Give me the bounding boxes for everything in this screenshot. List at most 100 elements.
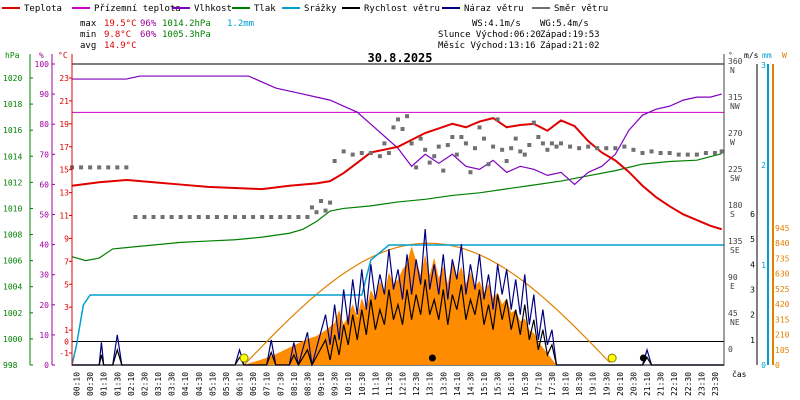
direction-tick-dir: W bbox=[730, 138, 735, 147]
wind-direction-point bbox=[142, 215, 147, 219]
direction-tick-dir: NW bbox=[730, 102, 740, 111]
stat-min-press: 1005.3hPa bbox=[162, 30, 211, 40]
solar-tick-label: 210 bbox=[775, 331, 790, 340]
wind-direction-point bbox=[296, 215, 301, 219]
humidity-tick-label: 0 bbox=[44, 361, 49, 370]
solar-tick-label: 525 bbox=[775, 285, 790, 294]
legend-item-tlak: Tlak bbox=[232, 4, 276, 14]
temperature-tick-label: 7 bbox=[64, 257, 69, 266]
wind-direction-point bbox=[187, 215, 192, 219]
direction-tick-dir: N bbox=[730, 66, 735, 75]
x-tick-label: 13:10 bbox=[426, 372, 435, 396]
x-tick-label: 18:10 bbox=[562, 372, 571, 396]
wind-direction-point bbox=[482, 136, 487, 141]
wind-direction-point bbox=[418, 136, 423, 141]
wind-direction-point bbox=[368, 151, 373, 155]
info-sun-set: Západ:19:53 bbox=[540, 30, 600, 40]
axis-header-humidity: % bbox=[39, 51, 44, 60]
plot-area bbox=[70, 63, 725, 367]
wind-direction-point bbox=[604, 146, 609, 151]
wind-direction-point bbox=[463, 141, 468, 146]
wind-direction-point bbox=[450, 135, 455, 139]
wind-tick-label: 1 bbox=[750, 336, 755, 345]
temperature-tick-label: 11 bbox=[59, 212, 69, 221]
temperature-tick-label: 5 bbox=[64, 280, 69, 289]
direction-tick-dir: SE bbox=[730, 246, 740, 255]
pressure-tick-label: 1010 bbox=[3, 204, 22, 213]
legend-item-teplota: Teplota bbox=[2, 4, 62, 14]
wind-direction-point bbox=[205, 215, 210, 219]
direction-tick-label: 90 bbox=[728, 273, 738, 282]
temperature-tick-label: 17 bbox=[59, 143, 69, 152]
wind-direction-point bbox=[427, 160, 432, 165]
wind-direction-point bbox=[586, 144, 591, 149]
x-tick-label: 01:30 bbox=[113, 372, 122, 396]
x-tick-label: 21:10 bbox=[643, 372, 652, 396]
wind-direction-point bbox=[382, 141, 387, 146]
wind-direction-point bbox=[631, 147, 636, 152]
stat-min-hum: 60% bbox=[140, 30, 157, 40]
wind-speed-line bbox=[72, 279, 724, 367]
wind-direction-point bbox=[97, 165, 102, 170]
wind-direction-point bbox=[386, 151, 391, 155]
x-tick-label: 14:30 bbox=[466, 372, 475, 396]
x-tick-label: 03:10 bbox=[154, 372, 163, 396]
wind-direction-point bbox=[540, 141, 545, 146]
humidity-line bbox=[72, 75, 722, 186]
temperature-tick-label: 15 bbox=[59, 166, 69, 175]
direction-tick-dir: SW bbox=[730, 174, 740, 183]
axis-ticks: 00:10 00:30 01:10 01:30 02:10 02:30 03:10 03:30… bbox=[3, 54, 790, 396]
wind-tick-label: 3 bbox=[750, 286, 755, 295]
temperature-line bbox=[71, 117, 723, 231]
wind-direction-point bbox=[405, 114, 410, 119]
solar-tick-label: 420 bbox=[775, 300, 790, 309]
wind-direction-point bbox=[500, 147, 505, 152]
wind-direction-point bbox=[391, 125, 396, 130]
wind-direction-point bbox=[694, 152, 699, 157]
wind-direction-point bbox=[640, 151, 645, 155]
wind-direction-point bbox=[491, 144, 496, 149]
x-tick-label: 17:10 bbox=[534, 372, 543, 396]
x-tick-label: 04:30 bbox=[195, 372, 204, 396]
pressure-tick-label: 1008 bbox=[3, 231, 22, 240]
info-sun: Slunce Východ:06:20 bbox=[438, 30, 541, 40]
legend-label-srazky: Srážky bbox=[304, 4, 337, 14]
wind-tick-label: 5 bbox=[750, 235, 755, 244]
wind-direction-point bbox=[178, 215, 183, 219]
wind-direction-point bbox=[214, 215, 219, 219]
wind-direction-point bbox=[309, 205, 314, 210]
wind-direction-point bbox=[169, 215, 174, 219]
wind-direction-point bbox=[409, 141, 414, 146]
pressure-tick-label: 1006 bbox=[3, 257, 22, 266]
wind-direction-point bbox=[314, 210, 319, 215]
stat-max-hum: 96% bbox=[140, 19, 157, 29]
x-tick-label: 05:30 bbox=[222, 372, 231, 396]
axis-header-rain: mm bbox=[762, 51, 772, 60]
humidity-tick-label: 20 bbox=[39, 301, 49, 310]
direction-tick-dir: S bbox=[730, 210, 735, 219]
stat-avg-temp: 14.9°C bbox=[104, 41, 137, 51]
x-tick-label: 11:10 bbox=[371, 372, 380, 396]
stat-max-label: max bbox=[80, 19, 97, 29]
pressure-tick-label: 1020 bbox=[3, 74, 22, 83]
wind-direction-point bbox=[251, 215, 256, 219]
legend-item-naraz-vetru: Náraz větru bbox=[442, 4, 524, 14]
wind-direction-point bbox=[577, 146, 582, 151]
humidity-tick-label: 50 bbox=[39, 211, 49, 220]
wind-direction-point bbox=[377, 154, 382, 159]
x-tick-label: 07:30 bbox=[276, 372, 285, 396]
legend-label-naraz-vetru: Náraz větru bbox=[464, 4, 524, 14]
sunrise-marker bbox=[239, 353, 249, 363]
rain-tick-label: 1 bbox=[761, 261, 766, 270]
pressure-line bbox=[71, 153, 722, 262]
axis-header-wind: m/s bbox=[744, 51, 759, 60]
temperature-tick-label: 3 bbox=[64, 303, 69, 312]
x-tick-label: 06:10 bbox=[236, 372, 245, 396]
wind-direction-point bbox=[115, 165, 120, 170]
info-moon: Měsíc Východ:13:16 bbox=[438, 41, 536, 51]
pressure-tick-label: 1018 bbox=[3, 100, 22, 109]
legend: Teplota Přízemní teplota Vlhkost Tlak Sr… bbox=[2, 4, 608, 14]
x-tick-label: 09:10 bbox=[317, 372, 326, 396]
x-tick-label: 04:10 bbox=[181, 372, 190, 396]
wind-direction-point bbox=[423, 147, 428, 152]
